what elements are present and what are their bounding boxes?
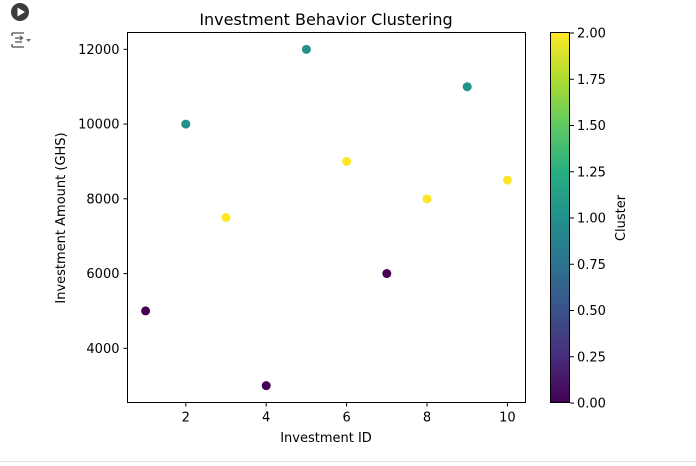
colorbar-tick-label: 1.75: [577, 73, 606, 88]
x-tick-label: 10: [499, 411, 516, 426]
y-tick-label: 12000: [78, 43, 119, 58]
colorbar-tick-label: 2.00: [577, 27, 606, 42]
x-tick-label: 2: [182, 411, 190, 426]
colorbar-tick-label: 0.50: [577, 304, 606, 319]
x-tick-label: 4: [262, 411, 270, 426]
chart-title: Investment Behavior Clustering: [199, 10, 452, 29]
scatter-point: [181, 119, 191, 129]
scatter-point: [301, 44, 311, 54]
scatter-point: [382, 269, 392, 279]
y-tick-label: 10000: [78, 118, 119, 133]
x-axis-label: Investment ID: [280, 431, 372, 446]
colorbar-tick-label: 0.00: [577, 397, 606, 412]
output-toggle-icon: [11, 32, 31, 48]
colorbar-axis: 0.00 0.25 0.50 0.75 1.00 1.25 1.50 1.75 2.00: [570, 27, 606, 412]
output-toggle-button[interactable]: [10, 31, 32, 49]
y-tick-label: 8000: [86, 192, 119, 207]
y-tick-label: 4000: [86, 342, 119, 357]
play-circle-icon: [11, 3, 29, 21]
scatter-point: [502, 175, 512, 185]
scatter-point: [422, 194, 432, 204]
run-cell-button[interactable]: [10, 2, 30, 22]
scatter-point: [342, 156, 352, 166]
scatter-point: [462, 82, 472, 92]
colorbar-tick-label: 1.00: [577, 212, 606, 227]
cell-divider: [0, 461, 696, 462]
colorbar-tick-label: 1.50: [577, 119, 606, 134]
y-axis-label: Investment Amount (GHS): [54, 132, 69, 303]
x-axis: 2 4 6 8 10: [182, 402, 516, 426]
x-tick-label: 6: [342, 411, 350, 426]
plot-area: [127, 32, 526, 403]
y-tick-label: 6000: [86, 267, 119, 282]
scatter-point: [261, 381, 271, 391]
colorbar-tick-label: 1.25: [577, 165, 606, 180]
scatter-point: [221, 213, 231, 222]
colorbar-tick-label: 0.25: [577, 350, 606, 365]
colorbar-tick-label: 0.75: [577, 258, 606, 273]
colorbar-frame: [550, 32, 570, 403]
scatter-points: [141, 44, 512, 391]
y-axis: 4000 6000 8000 10000 12000: [78, 43, 128, 357]
colorbar-label: Cluster: [614, 194, 629, 241]
scatter-point: [141, 306, 151, 316]
colorbar: [551, 33, 570, 403]
x-tick-label: 8: [423, 411, 431, 426]
